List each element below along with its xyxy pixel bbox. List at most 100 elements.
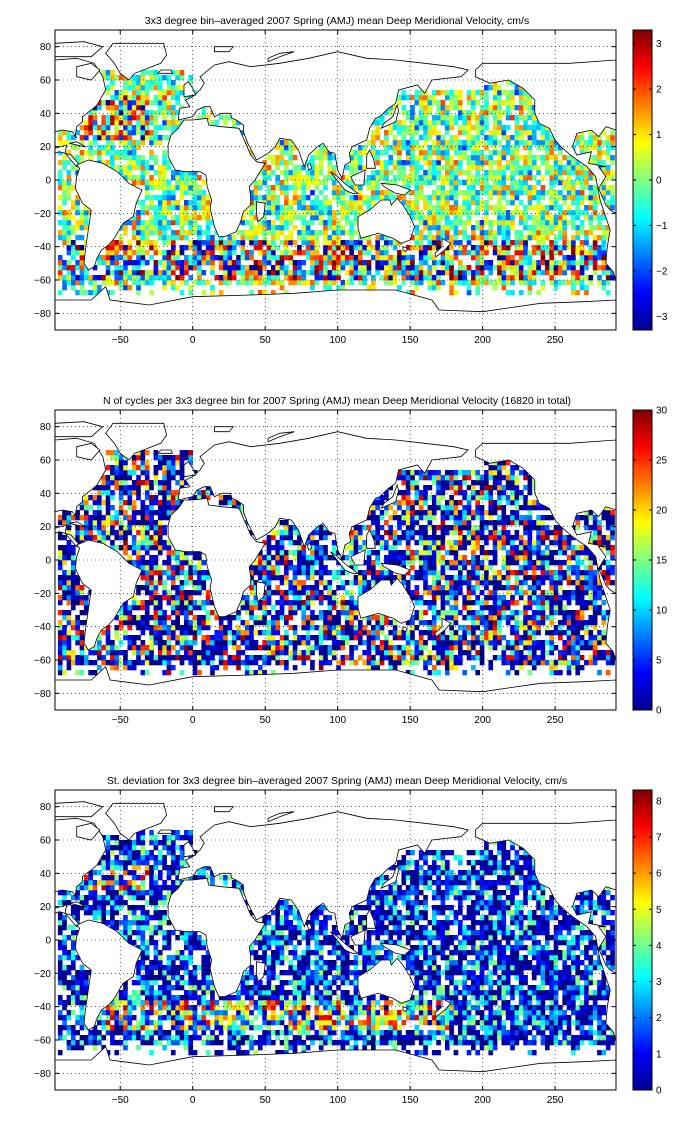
heat-cell bbox=[471, 610, 476, 615]
heat-cell bbox=[467, 165, 472, 170]
heat-cell bbox=[445, 640, 450, 645]
heat-cell bbox=[323, 265, 328, 270]
heat-cell bbox=[506, 245, 511, 250]
heat-cell bbox=[284, 560, 289, 565]
heat-cell bbox=[428, 200, 433, 205]
heat-cell bbox=[145, 615, 150, 620]
heat-cell bbox=[475, 160, 480, 165]
heat-cell bbox=[284, 235, 289, 240]
heat-cell bbox=[114, 125, 119, 130]
heat-cell bbox=[436, 150, 441, 155]
heat-cell bbox=[558, 170, 563, 175]
heat-cell bbox=[119, 95, 124, 100]
heat-cell bbox=[162, 660, 167, 665]
heat-cell bbox=[162, 615, 167, 620]
heat-cell bbox=[184, 560, 189, 565]
heat-cell bbox=[554, 190, 559, 195]
heat-cell bbox=[528, 585, 533, 590]
heat-cell bbox=[336, 240, 341, 245]
heat-cell bbox=[436, 130, 441, 135]
heat-cell bbox=[428, 565, 433, 570]
heat-cell bbox=[75, 275, 80, 280]
heat-cell bbox=[475, 135, 480, 140]
heat-cell bbox=[480, 270, 485, 275]
heat-cell bbox=[493, 240, 498, 245]
heat-cell bbox=[532, 130, 537, 135]
heat-cell bbox=[280, 600, 285, 605]
heat-cell bbox=[71, 655, 76, 660]
heat-cell bbox=[549, 650, 554, 655]
heat-cell bbox=[375, 180, 380, 185]
heat-cell bbox=[367, 240, 372, 245]
heat-cell bbox=[175, 605, 180, 610]
heat-cell bbox=[375, 235, 380, 240]
heat-cell bbox=[288, 625, 293, 630]
heat-cell bbox=[493, 85, 498, 90]
heat-cell bbox=[415, 130, 420, 135]
heat-cell bbox=[180, 625, 185, 630]
heat-cell bbox=[571, 240, 576, 245]
heat-cell bbox=[328, 605, 333, 610]
heat-cell bbox=[488, 240, 493, 245]
heat-cell bbox=[58, 210, 63, 215]
heat-cell bbox=[293, 185, 298, 190]
heat-cell bbox=[532, 160, 537, 165]
heat-cell bbox=[558, 265, 563, 270]
heat-cell bbox=[458, 275, 463, 280]
heat-cell bbox=[575, 170, 580, 175]
heat-cell bbox=[136, 140, 141, 145]
heat-cell bbox=[149, 245, 154, 250]
heat-cell bbox=[297, 260, 302, 265]
heat-cell bbox=[162, 165, 167, 170]
heat-cell bbox=[201, 110, 206, 115]
heat-cell bbox=[245, 665, 250, 670]
heat-cell bbox=[301, 605, 306, 610]
heat-cell bbox=[141, 650, 146, 655]
heat-cell bbox=[154, 240, 159, 245]
heat-cell bbox=[488, 580, 493, 585]
heat-cell bbox=[384, 150, 389, 155]
heat-cell bbox=[254, 280, 259, 285]
heat-cell bbox=[188, 245, 193, 250]
heat-cell bbox=[480, 110, 485, 115]
heat-cell bbox=[401, 160, 406, 165]
heat-cell bbox=[293, 575, 298, 580]
heat-cell bbox=[323, 615, 328, 620]
heat-cell bbox=[367, 635, 372, 640]
heat-cell bbox=[388, 160, 393, 165]
heat-cell bbox=[467, 220, 472, 225]
heat-cell bbox=[67, 220, 72, 225]
heat-cell bbox=[375, 575, 380, 580]
heat-cell bbox=[549, 230, 554, 235]
heat-cell bbox=[567, 240, 572, 245]
heat-cell bbox=[275, 225, 280, 230]
heat-cell bbox=[288, 615, 293, 620]
heat-cell bbox=[271, 280, 276, 285]
heat-cell bbox=[62, 575, 67, 580]
heat-cell bbox=[549, 180, 554, 185]
heat-cell bbox=[341, 640, 346, 645]
heat-cell bbox=[245, 270, 250, 275]
heat-cell bbox=[123, 130, 128, 135]
heat-cell bbox=[119, 140, 124, 145]
heat-cell bbox=[501, 90, 506, 95]
heat-cell bbox=[354, 645, 359, 650]
heat-cell bbox=[171, 625, 176, 630]
heat-cell bbox=[558, 630, 563, 635]
heat-cell bbox=[480, 600, 485, 605]
heat-cell bbox=[523, 120, 528, 125]
heat-cell bbox=[71, 230, 76, 235]
heat-cell bbox=[458, 250, 463, 255]
heat-cell bbox=[575, 210, 580, 215]
heat-cell bbox=[114, 150, 119, 155]
heat-cell bbox=[293, 270, 298, 275]
heat-cell bbox=[132, 145, 137, 150]
heat-cell bbox=[445, 195, 450, 200]
heat-cell bbox=[401, 275, 406, 280]
heat-cell bbox=[167, 185, 172, 190]
heat-cell bbox=[510, 90, 515, 95]
heat-cell bbox=[254, 655, 259, 660]
heat-cell bbox=[467, 640, 472, 645]
heat-cell bbox=[575, 205, 580, 210]
heat-cell bbox=[214, 240, 219, 245]
